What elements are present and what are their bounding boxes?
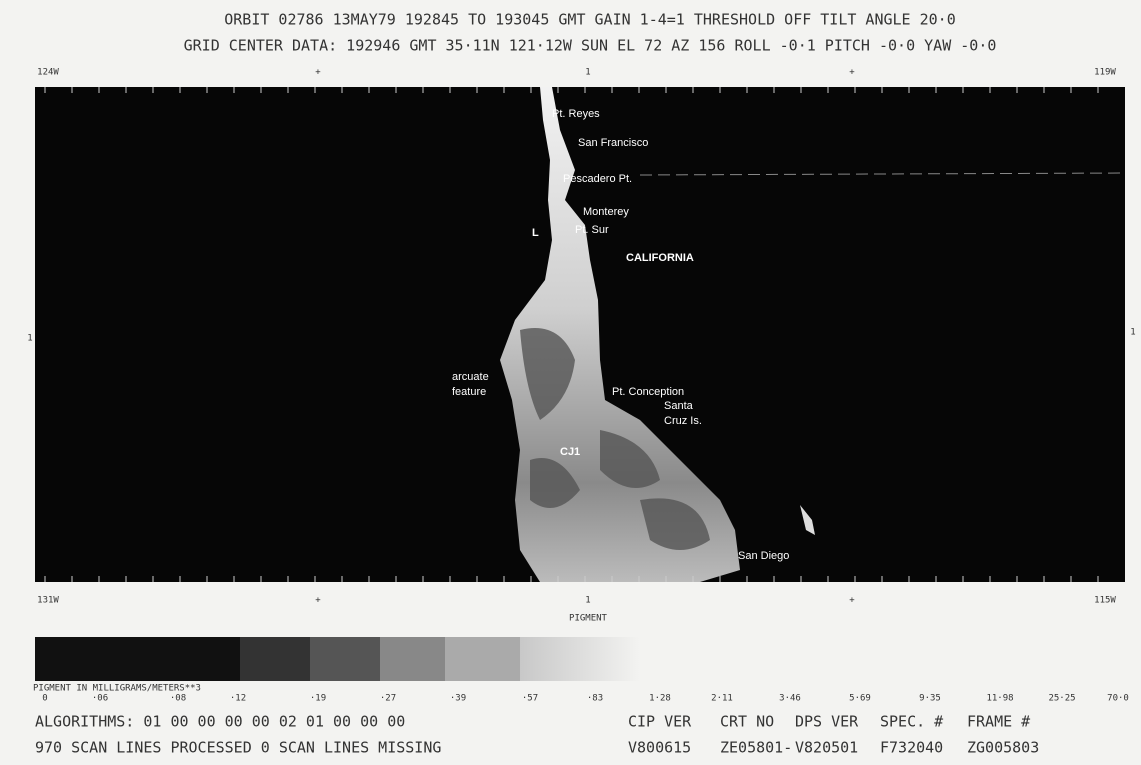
scale-label: ·83 <box>587 694 603 704</box>
lat-label: 1 <box>1130 328 1135 338</box>
lon-label: + <box>315 68 321 78</box>
scale-step <box>35 637 240 681</box>
scale-label: ·39 <box>450 694 466 704</box>
scale-label: 9·35 <box>919 694 941 704</box>
table-header: CIP VER <box>628 713 692 731</box>
table-value: F732040 <box>880 739 943 757</box>
place-label: Cruz Is. <box>664 415 702 427</box>
scale-step <box>380 637 445 681</box>
scale-step <box>240 637 310 681</box>
scan-lines: 970 SCAN LINES PROCESSED 0 SCAN LINES MI… <box>35 739 441 757</box>
table-value: ZE05801- <box>720 739 792 757</box>
lon-label: 124W <box>37 68 59 78</box>
scale-label: ·27 <box>380 694 396 704</box>
scale-label: 25·25 <box>1048 694 1075 704</box>
scale-label: ·12 <box>230 694 246 704</box>
axis-label: PIGMENT <box>569 614 608 624</box>
scale-label: 3·46 <box>779 694 801 704</box>
place-label: L <box>532 227 539 239</box>
scale-label: 0 <box>42 694 47 704</box>
place-label: CALIFORNIA <box>626 252 694 264</box>
scale-label: 70·0 <box>1107 694 1129 704</box>
satellite-image <box>35 87 1125 582</box>
place-label: Pt. Reyes <box>552 108 600 120</box>
place-label: Pt. Conception <box>612 386 684 398</box>
scale-step <box>310 637 380 681</box>
place-label: arcuate <box>452 371 489 383</box>
scale-label: 1·28 <box>649 694 671 704</box>
header-line: ORBIT 02786 13MAY79 192845 TO 193045 GMT… <box>224 11 956 29</box>
scale-label: ·06 <box>92 694 108 704</box>
table-header: SPEC. # <box>880 713 943 731</box>
lat-label: 1 <box>27 334 32 344</box>
lon-label: 115W <box>1094 596 1116 606</box>
table-value: ZG005803 <box>967 739 1039 757</box>
table-header: FRAME # <box>967 713 1030 731</box>
scale-label: 5·69 <box>849 694 871 704</box>
lon-label: + <box>315 596 321 606</box>
place-label: Santa <box>664 400 694 412</box>
place-label: Pescadero Pt. <box>563 173 632 185</box>
place-label: Monterey <box>583 206 629 218</box>
header-line: GRID CENTER DATA: 192946 GMT 35·11N 121·… <box>184 37 997 55</box>
place-label: San Francisco <box>578 137 648 149</box>
scale-label: ·19 <box>310 694 326 704</box>
algorithms: ALGORITHMS: 01 00 00 00 00 02 01 00 00 0… <box>35 713 405 731</box>
place-label: Pt. Sur <box>575 224 609 236</box>
lon-label: 1 <box>585 596 590 606</box>
page: ORBIT 02786 13MAY79 192845 TO 193045 GMT… <box>0 0 1141 765</box>
scale-step <box>445 637 520 681</box>
scale-label: ·08 <box>170 694 186 704</box>
lon-label: + <box>849 596 855 606</box>
scale-label: 11·98 <box>986 694 1013 704</box>
place-label: San Diego <box>738 550 789 562</box>
table-header: CRT NO <box>720 713 774 731</box>
table-value: V800615 <box>628 739 691 757</box>
header: ORBIT 02786 13MAY79 192845 TO 193045 GMT… <box>184 11 997 55</box>
place-label: CJ1 <box>560 446 580 458</box>
lon-label: 131W <box>37 596 59 606</box>
scale-title: PIGMENT IN MILLIGRAMS/METERS**3 <box>33 684 201 694</box>
lon-label: 1 <box>585 68 590 78</box>
table-value: V820501 <box>795 739 858 757</box>
lon-label: 119W <box>1094 68 1116 78</box>
scale-step <box>520 637 640 681</box>
place-label: feature <box>452 386 486 398</box>
lon-label: + <box>849 68 855 78</box>
table-header: DPS VER <box>795 713 859 731</box>
scale-label: ·57 <box>522 694 538 704</box>
scale-label: 2·11 <box>711 694 733 704</box>
